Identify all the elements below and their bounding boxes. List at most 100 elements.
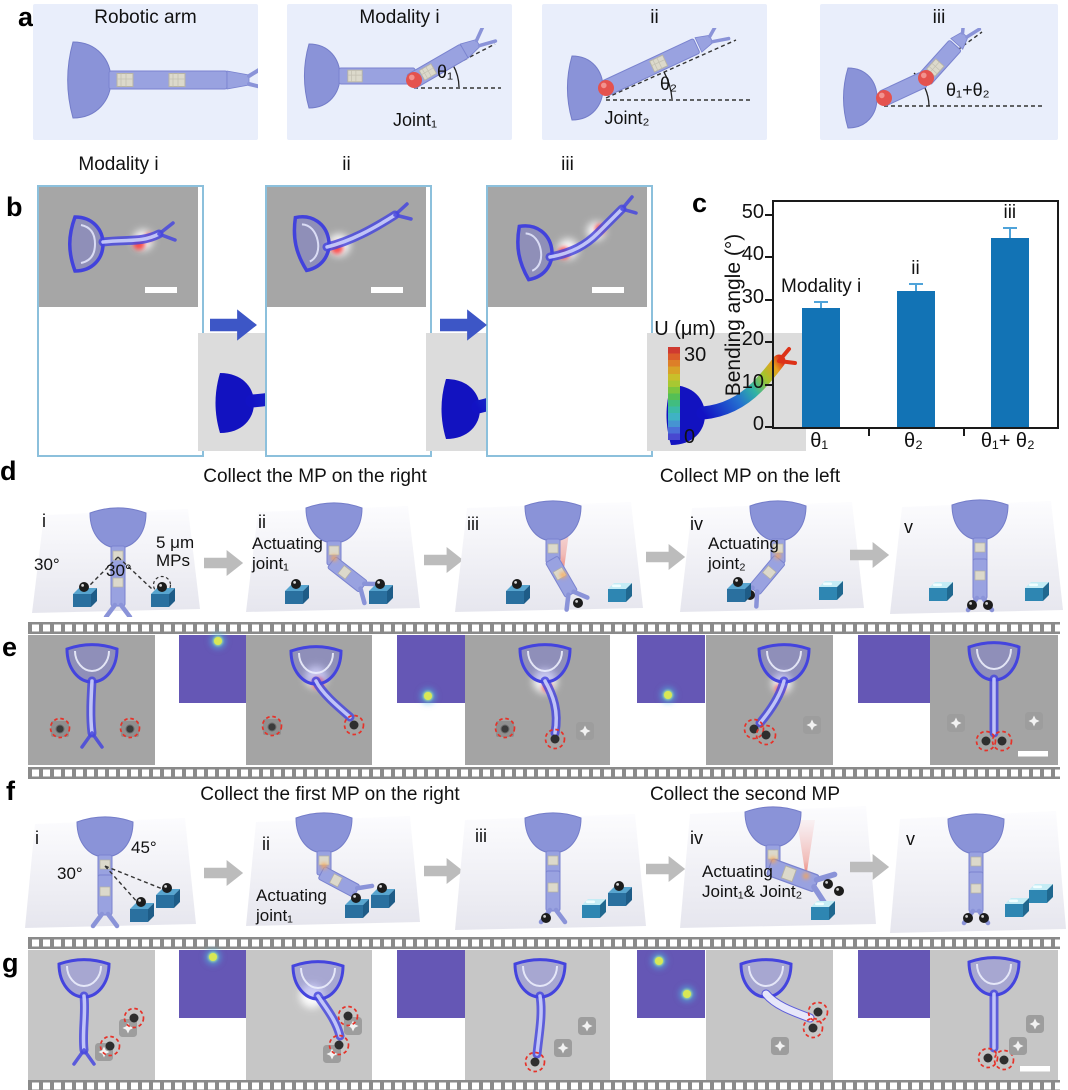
- fluorescent-mp-dot: [213, 637, 222, 646]
- bar-θ₁: [802, 308, 841, 427]
- gray-arrow-icon: [424, 857, 464, 885]
- scene-f-i-drawing: [25, 816, 196, 934]
- blue-arrow-icon: [440, 309, 487, 341]
- bar-annotation: iii: [1003, 202, 1017, 224]
- x-tick-label: θ₁+ θ₂: [980, 430, 1035, 452]
- fluorescence-frame-e-4: [858, 635, 930, 703]
- scene-number: iii: [475, 826, 487, 846]
- scene-f-iii-drawing: [455, 812, 646, 930]
- panel-label-c: c: [692, 188, 708, 218]
- scene-number: iv: [690, 514, 703, 534]
- fluorescent-mp-dot: [664, 690, 673, 699]
- scene-d-ii-drawing: [246, 502, 420, 612]
- gray-arrow-icon: [424, 546, 464, 574]
- panel-label-f: f: [6, 776, 15, 806]
- joint-caption: joint₁: [256, 906, 293, 925]
- section-title-collect-second: Collect the second MP: [649, 784, 841, 805]
- scene-d-v-drawing: [890, 499, 1063, 614]
- scene-f-ii: ii Actuating joint₁: [244, 810, 422, 932]
- joint2-label: Joint₂: [604, 108, 650, 128]
- frame-gap: [39, 307, 198, 333]
- colorbar-min-label: 0: [684, 426, 696, 448]
- modality-iii-drawing: [843, 28, 1042, 129]
- gray-arrow-icon: [850, 541, 890, 569]
- scale-bar: [592, 287, 624, 293]
- scene-number: iii: [467, 514, 479, 534]
- schematic-title: Robotic arm: [94, 7, 197, 28]
- bar-θ₁+ θ₂: [990, 238, 1029, 427]
- angle-label-30: 30°: [57, 864, 83, 883]
- scene-d-iii-drawing: [455, 500, 643, 612]
- modality-i-drawing: [304, 28, 501, 109]
- film-strip-e: [28, 622, 1060, 779]
- column-title-ii: ii: [342, 154, 351, 175]
- gray-arrow-icon: [646, 543, 686, 571]
- microscopy-image-iii: [488, 187, 647, 307]
- panel-label-g: g: [2, 948, 19, 978]
- angle-label-45: 45°: [131, 838, 157, 857]
- column-title-modality-i: Modality i: [78, 154, 159, 175]
- micrograph-e-2: [246, 635, 372, 765]
- panel-label-e: e: [2, 632, 18, 662]
- scene-d-ii: ii Actuating joint₁: [244, 502, 422, 617]
- schematic-title: Modality i: [359, 7, 440, 28]
- schematic-modality-ii: ii θ₂ Joint₂: [542, 4, 767, 140]
- scale-bar: [371, 287, 403, 293]
- scene-f-iv: iv Actuating Joint₁& Joint₂: [678, 800, 878, 935]
- scene-number: i: [42, 511, 46, 531]
- micrograph-g-4: [706, 950, 833, 1080]
- bar-annotation: Modality i: [781, 275, 862, 297]
- scene-d-v: v: [888, 495, 1065, 620]
- film-sprocket-bottom: [28, 1080, 1060, 1090]
- scene-number: v: [906, 829, 915, 849]
- schematic-title: ii: [650, 7, 659, 28]
- mp-size-label: 5 μm: [156, 533, 195, 552]
- actuating-caption: Actuating: [708, 534, 779, 553]
- scale-bar: [1020, 1066, 1050, 1072]
- scene-f-v-drawing: [890, 811, 1066, 933]
- blue-arrow-icon: [210, 309, 257, 341]
- panel-label-d: d: [0, 456, 17, 486]
- actuating-caption: Actuating: [702, 862, 773, 881]
- scene-number: v: [904, 517, 913, 537]
- section-title-collect-right: Collect the MP on the right: [203, 466, 427, 487]
- column-title-iii: iii: [561, 154, 574, 175]
- gray-arrow-icon: [646, 855, 686, 883]
- micrograph-g-5: [930, 950, 1058, 1080]
- frame-gap: [488, 307, 647, 333]
- angle-theta1-plus-theta2-label: θ₁+θ₂: [946, 80, 990, 100]
- scene-number: ii: [262, 834, 270, 854]
- joints-caption: Joint₁& Joint₂: [702, 882, 803, 901]
- mp-size-label-2: MPs: [156, 551, 190, 570]
- experiment-frame-modality-i: [37, 185, 357, 457]
- joint1-label: Joint₁: [392, 110, 438, 130]
- micrograph-e-5: [930, 635, 1058, 765]
- angle-label-right: 30°: [106, 561, 132, 580]
- angle-theta2-label: θ₂: [660, 74, 677, 94]
- fluorescence-frame-g-3: [637, 950, 705, 1018]
- section-title-collect-first: Collect the first MP on the right: [200, 784, 460, 805]
- scene-f-v: v: [888, 805, 1068, 940]
- film-sprocket-top: [28, 937, 1060, 949]
- scene-d-iv-drawing: [680, 500, 864, 612]
- gray-arrow-icon: [204, 859, 244, 887]
- film-strip-g: [28, 937, 1060, 1090]
- scene-number: ii: [258, 512, 266, 532]
- schematic-modality-iii: iii θ₁+θ₂: [820, 4, 1058, 140]
- actuating-caption: Actuating: [252, 534, 323, 553]
- schematic-title: iii: [932, 7, 946, 28]
- micrograph-e-1: [28, 635, 155, 765]
- micrograph-e-3: [465, 635, 610, 765]
- section-title-collect-left: Collect MP on the left: [659, 466, 841, 487]
- chart-y-tick-labels: 0 10 20 30 40 50: [741, 200, 764, 435]
- experiment-frame-ii: [265, 185, 585, 457]
- micrograph-g-2: [246, 950, 372, 1080]
- colorbar-title: U (μm): [654, 318, 716, 340]
- scene-f-iii: iii: [453, 808, 648, 936]
- modality-ii-drawing: [567, 28, 752, 121]
- fluorescence-frame-g-1: [179, 950, 246, 1018]
- scene-d-iv: iv Actuating joint₂: [678, 498, 866, 618]
- angle-theta1-label: θ₁: [437, 62, 454, 82]
- film-sprocket-bottom: [28, 767, 1060, 779]
